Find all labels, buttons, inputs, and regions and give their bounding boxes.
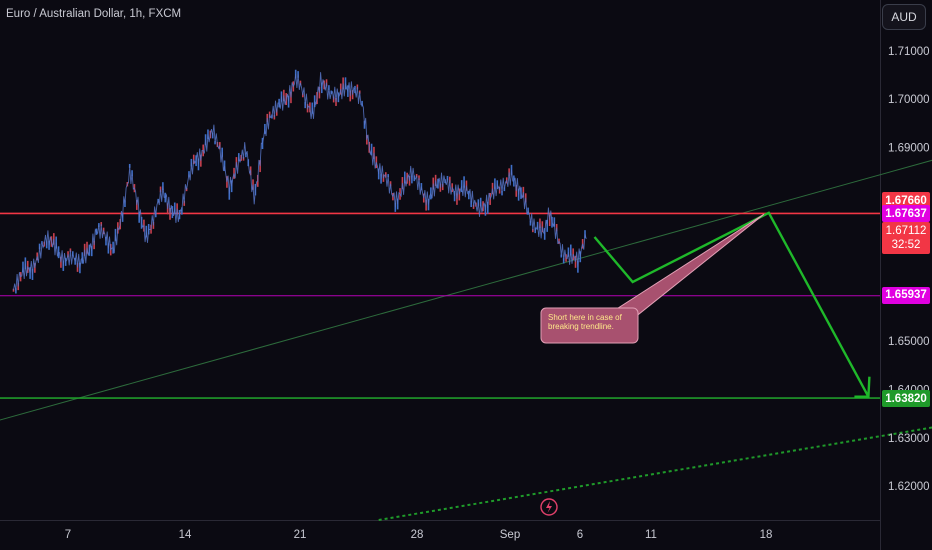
x-tick-label: 21 — [294, 529, 307, 541]
x-tick-label: 11 — [645, 529, 657, 541]
symbol-title[interactable]: Euro / Australian Dollar, 1h, FXCM — [6, 8, 182, 20]
y-tick-label: 1.63000 — [888, 433, 930, 445]
x-tick-label: 6 — [577, 529, 583, 541]
x-tick-label: 7 — [65, 529, 71, 541]
y-tick-label: 1.65000 — [888, 336, 930, 348]
event-marker — [540, 498, 558, 516]
price-series — [13, 72, 587, 291]
callout-box — [540, 307, 639, 344]
x-tick-label: Sep — [500, 529, 520, 541]
x-tick-label: 28 — [411, 529, 424, 541]
x-tick-label: 14 — [179, 529, 192, 541]
price-tag-high: 1.67660 — [882, 192, 930, 210]
y-tick-label: 1.71000 — [888, 46, 930, 58]
projection-arrowhead — [854, 376, 871, 398]
lightning-icon — [546, 501, 552, 513]
currency-button[interactable]: AUD — [882, 4, 926, 30]
price-tag-resistance: 1.67637 — [882, 205, 930, 223]
current-price-label: 1.67112 — [885, 224, 927, 237]
countdown-label: 32:52 — [891, 238, 921, 251]
y-tick-label: 1.69000 — [888, 143, 930, 155]
trendline-0 — [0, 159, 932, 421]
projection-path — [593, 211, 870, 398]
price-tag-support: 1.65937 — [882, 286, 930, 304]
callout-text: Short here in case of breaking trendline… — [548, 313, 622, 331]
y-tick-label: 1.70000 — [888, 94, 930, 106]
trendline-1 — [378, 426, 932, 521]
x-tick-label: 18 — [760, 529, 773, 541]
price-tag-current: 1.67112 32:52 — [882, 221, 930, 254]
y-tick-label: 1.62000 — [888, 481, 930, 493]
price-tag-target: 1.63820 — [882, 390, 930, 408]
